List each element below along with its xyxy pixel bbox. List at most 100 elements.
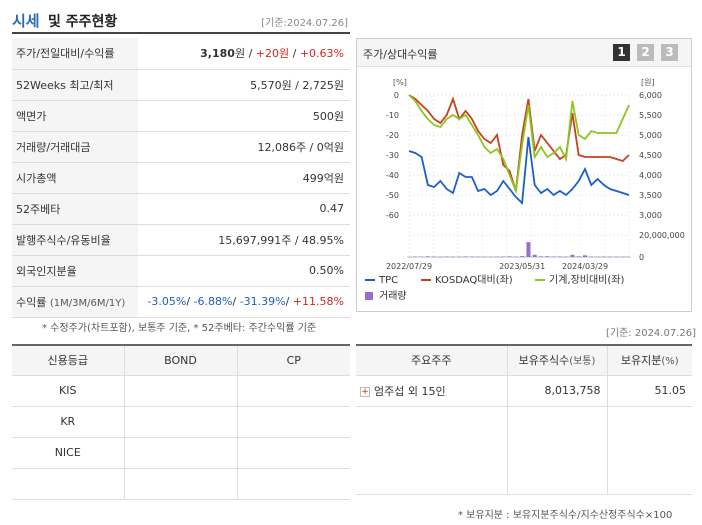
volume-bar	[564, 256, 569, 258]
return-3m: -6.88%	[193, 295, 233, 308]
volume-bar	[614, 256, 619, 258]
volume-tick-label: 0	[639, 253, 644, 262]
x-tick-label: 2022/07/29	[386, 262, 432, 271]
left-tick-label: -60	[386, 211, 399, 220]
legend-swatch	[365, 292, 373, 300]
volume-bar	[627, 256, 631, 258]
empty-cell	[506, 405, 608, 495]
returns-label: 수익률	[16, 295, 47, 309]
separator: /	[186, 295, 194, 308]
quote-label: 발행주식수/유동비율	[12, 224, 138, 256]
chart-header: 주가/상대수익률 1 2 3	[357, 39, 691, 67]
volume-bar	[444, 256, 449, 258]
quote-label: 52Weeks 최고/최저	[12, 69, 138, 101]
section-title-main: 시세	[12, 12, 40, 30]
credit-cp	[236, 405, 350, 438]
credit-header: CP	[236, 345, 350, 376]
volume-bar	[576, 256, 581, 257]
period-button-2[interactable]: 2	[637, 44, 654, 61]
quote-row: 발행주식수/유동비율 15,697,991주 / 48.95%	[12, 224, 350, 256]
credit-bond	[123, 467, 238, 500]
credit-table: 신용등급 BOND CP KIS KR NICE	[12, 344, 350, 500]
volume-bar	[488, 256, 493, 258]
return-1y: +11.58%	[292, 295, 344, 308]
x-tick-label: 2023/05/31	[499, 262, 545, 271]
section-header: 시세 및 주주현황 [기준:2024.07.26]	[12, 8, 350, 34]
price-value: 3,180	[200, 47, 235, 61]
shareholder-header: 주요주주	[356, 345, 508, 376]
shares-header-label: 보유주식수	[518, 354, 570, 368]
volume-bar	[407, 256, 411, 258]
quote-label: 외국인지분율	[12, 255, 138, 287]
volume-tick-label: 20,000,000	[639, 231, 685, 240]
left-tick-label: -50	[386, 191, 399, 200]
series-line	[408, 94, 630, 195]
quote-value: 15,697,991주 / 48.95%	[138, 224, 350, 256]
quote-value: 500원	[138, 100, 350, 132]
expand-plus-icon[interactable]: +	[360, 386, 370, 397]
volume-bar	[601, 256, 606, 258]
volume-bar	[551, 256, 556, 258]
shareholder-row[interactable]: + 엄주섭 외 15인 8,013,758 51.05	[356, 374, 692, 407]
volume-bar	[425, 256, 430, 257]
volume-bar	[457, 256, 462, 258]
quote-label: 52주베타	[12, 193, 138, 225]
separator: /	[245, 47, 256, 61]
series-line	[408, 94, 630, 192]
return-1m: -3.05%	[147, 295, 187, 308]
base-date: [기준:2024.07.26]	[261, 18, 348, 29]
quote-value: 499억원	[138, 162, 350, 194]
quote-value: 5,570원 / 2,725원	[138, 69, 350, 101]
volume-bar	[451, 256, 455, 258]
shareholder-footnote: * 보유지분 : 보유지분주식수/지수산정주식수×100	[458, 510, 673, 521]
volume-bar	[583, 255, 587, 257]
credit-cp	[236, 374, 350, 407]
credit-bond	[123, 374, 238, 407]
credit-cp	[236, 467, 350, 500]
credit-agency: KR	[12, 405, 125, 438]
left-tick-label: 0	[394, 91, 399, 100]
separator: /	[285, 295, 293, 308]
quote-row: 거래량/거래대금 12,086주 / 0억원	[12, 131, 350, 163]
right-tick-label: 5,000	[639, 131, 662, 140]
separator: /	[289, 47, 300, 61]
quote-value: 3,180원 / +20원 / +0.63%	[138, 38, 350, 70]
shareholder-empty-row	[356, 405, 692, 495]
quote-label: 주가/전일대비/수익률	[12, 38, 138, 70]
credit-header: BOND	[123, 345, 238, 376]
credit-cp	[236, 436, 350, 469]
credit-row: KR	[12, 405, 350, 438]
period-button-3[interactable]: 3	[661, 44, 678, 61]
credit-bond	[123, 405, 238, 438]
right-tick-label: 4,000	[639, 171, 662, 180]
quote-value: 0.50%	[138, 255, 350, 287]
shareholder-shares: 8,013,758	[506, 374, 608, 407]
series-line	[408, 136, 630, 205]
shareholder-table: 주요주주 보유주식수(보통) 보유지분(%) + 엄주섭 외 15인 8,013,…	[356, 344, 692, 495]
shareholder-header: 보유주식수(보통)	[506, 345, 608, 376]
period-button-1[interactable]: 1	[613, 44, 630, 61]
volume-bar	[501, 256, 506, 258]
price-rate: +0.63%	[299, 47, 344, 61]
volume-bar	[432, 256, 437, 258]
shareholder-header-row: 주요주주 보유주식수(보통) 보유지분(%)	[356, 345, 692, 376]
legend-label: 거래량	[379, 290, 407, 302]
quote-footnote: * 수정주가(차트포함), 보통주 기준, * 52주베타: 주간수익률 기준	[42, 323, 317, 334]
right-tick-label: 5,500	[639, 111, 662, 120]
volume-bar	[413, 256, 418, 258]
shareholder-ratio: 51.05	[606, 374, 692, 407]
volume-bar	[520, 256, 525, 257]
left-tick-label: -40	[386, 171, 399, 180]
shareholder-header: 보유지분(%)	[606, 345, 692, 376]
quote-row: 외국인지분율 0.50%	[12, 255, 350, 287]
credit-header-row: 신용등급 BOND CP	[12, 345, 350, 376]
quote-table: 주가/전일대비/수익률 3,180원 / +20원 / +0.63% 52Wee…	[12, 38, 350, 318]
stock-chart: [%] [원] 0 6,000 -10 5,500 -20 5,000 -30 4,500 -40 4…	[365, 78, 685, 302]
quote-row: 액면가 500원	[12, 100, 350, 132]
shareholder-name: 엄주섭 외 15인	[374, 384, 446, 398]
credit-row: KIS	[12, 374, 350, 407]
volume-bar	[595, 256, 600, 258]
shareholder-name-cell[interactable]: + 엄주섭 외 15인	[356, 374, 508, 407]
volume-bar	[463, 256, 468, 257]
volume-bar	[507, 256, 512, 257]
